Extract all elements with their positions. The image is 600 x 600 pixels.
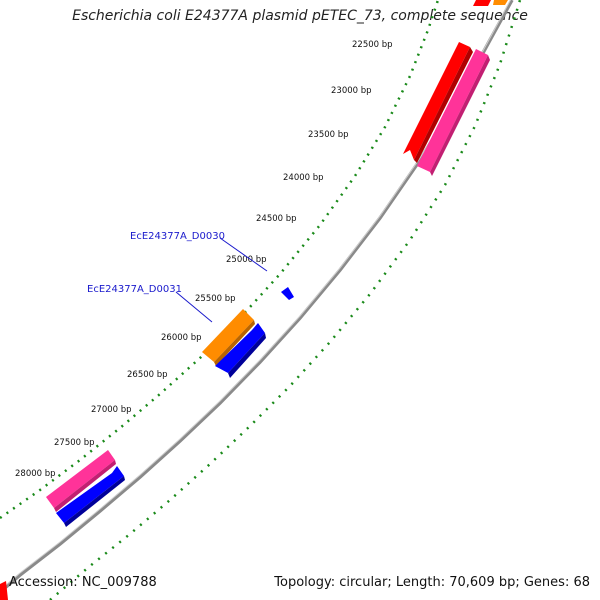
gene-leader-line (175, 291, 213, 323)
bp-label: 26500 bp (127, 370, 168, 380)
feature-red-bottom-fragment[interactable] (0, 581, 8, 600)
topology-summary: Topology: circular; Length: 70,609 bp; G… (274, 575, 590, 590)
bp-label: 23000 bp (331, 86, 372, 96)
accession-text: Accession: NC_009788 (9, 575, 157, 590)
bp-label: 27500 bp (54, 438, 95, 448)
gene-label-d0031[interactable]: EcE24377A_D0031 (87, 284, 182, 295)
feature-red-top-fragment[interactable] (473, 0, 491, 6)
feature-blue-small[interactable] (281, 287, 294, 300)
outer-tick-ring (0, 0, 440, 520)
bp-label: 23500 bp (308, 130, 349, 140)
feature-orange-gene-shade (214, 320, 255, 366)
bp-label: 24000 bp (283, 173, 324, 183)
feature-pink-gene[interactable] (417, 49, 488, 172)
gene-leader-line (219, 237, 268, 272)
bp-label: 24500 bp (256, 214, 297, 224)
bp-label: 27000 bp (91, 405, 132, 415)
feature-blue-gene-lower[interactable] (56, 466, 124, 523)
bp-label: 22500 bp (352, 40, 393, 50)
feature-blue-gene-shade (228, 333, 266, 378)
feature-blue-gene-lower-shade (64, 476, 125, 527)
feature-red-gene-shade (414, 47, 473, 163)
feature-pink-gene-lower[interactable] (46, 450, 115, 508)
bp-label-group: 22500 bp 23000 bp 23500 bp 24000 bp 2450… (15, 40, 393, 479)
feature-blue-gene[interactable] (215, 323, 265, 373)
gene-label-d0030[interactable]: EcE24377A_D0030 (130, 231, 225, 242)
bp-label: 28000 bp (15, 469, 56, 479)
bp-label: 26000 bp (161, 333, 202, 343)
feature-pink-gene-shade (430, 55, 490, 176)
feature-red-gene[interactable] (403, 42, 470, 160)
feature-orange-top-fragment[interactable] (493, 0, 508, 5)
feature-orange-gene[interactable] (202, 309, 254, 362)
map-title: Escherichia coli E24377A plasmid pETEC_7… (72, 8, 528, 24)
bp-label: 25500 bp (195, 294, 236, 304)
feature-pink-gene-lower-shade (54, 460, 116, 512)
bp-label: 25000 bp (226, 255, 267, 265)
